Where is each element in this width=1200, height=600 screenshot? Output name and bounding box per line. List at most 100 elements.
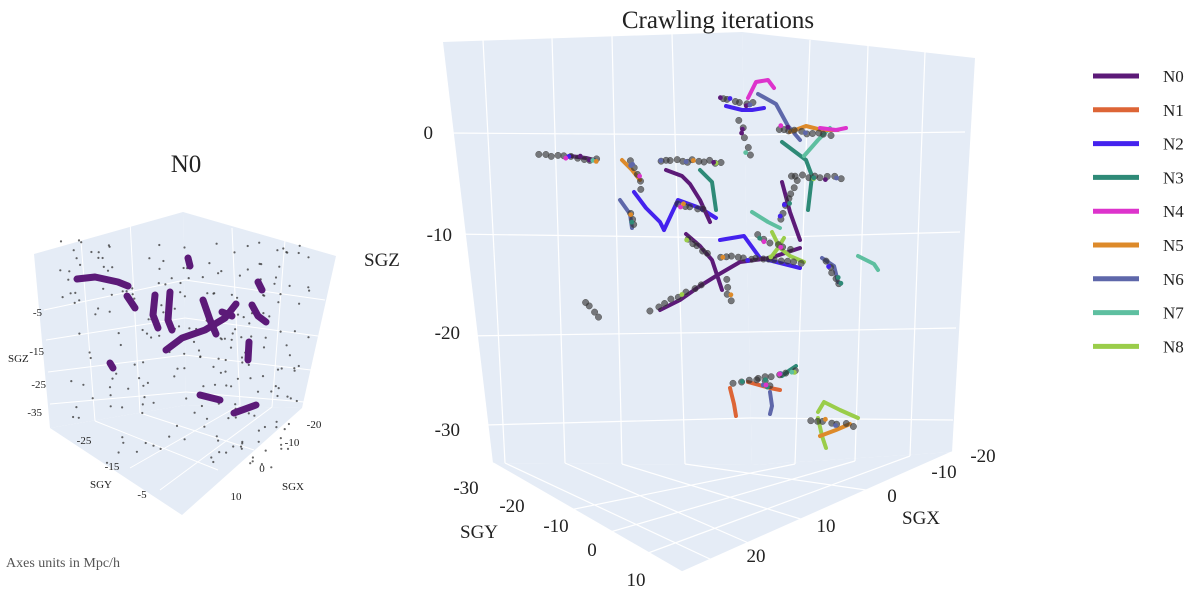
n0-point [106,269,110,272]
crawling-point-n3 [629,219,635,225]
crawling-point-n7 [743,150,749,156]
n0-point [177,325,181,328]
n0-tick-z-1: -15 [29,346,44,358]
n0-point [264,336,267,339]
crawling-point-n6 [658,158,664,163]
n0-point [208,262,211,265]
crawling-point [686,203,694,211]
n0-filament [199,296,220,338]
crawling-point [661,300,669,307]
crawling-point [727,252,735,260]
crawling-filament-n1 [728,386,738,418]
n0-point [69,292,72,295]
n0-point [250,335,253,338]
crawling-point [787,245,795,253]
crawling-tick-z-0: 0 [424,123,434,144]
n0-point [147,318,150,321]
n0-point [275,426,278,429]
crawling-point-n2 [826,264,831,269]
crawling-tick-x-0: -20 [970,446,995,467]
n0-point [72,249,75,252]
n0-xlabel: SGX [282,481,304,493]
n0-point [289,397,292,400]
n0-point [119,343,122,347]
n0-point [276,394,279,398]
n0-point [262,312,265,315]
crawling-filament-n3 [780,140,814,212]
crawling-point-n7 [789,369,795,375]
crawling-grid-line [599,460,856,536]
n0-point [307,286,310,289]
crawling-point [809,130,816,137]
crawling-point-n0 [823,177,828,183]
n0-point [111,377,114,380]
n0-point [293,367,296,370]
crawling-point [691,285,699,293]
n0-point [261,375,265,378]
crawling-point-n6 [683,159,689,165]
n0-point [288,284,291,287]
n0-point [135,450,138,453]
n0-point [249,462,252,465]
n0-point [247,412,250,415]
n0-point [168,435,171,438]
n0-point [236,377,239,380]
crawling-point [682,288,690,296]
crawling-point-n0 [711,160,716,165]
n0-point [241,361,244,364]
crawling-grid-line [747,327,957,333]
crawling-plot[interactable]: Crawling iterations 0 -10 -20 -30 SGZ -3… [364,7,996,591]
n0-point [219,371,222,374]
crawling-grid-line [611,35,623,465]
n0-point [236,296,239,299]
crawling-point [837,175,845,183]
crawling-point [746,151,754,159]
n0-point [117,451,120,454]
n0-point [78,299,81,302]
n0-point [247,363,250,366]
crawling-filament-n8 [816,400,860,420]
n0-point [200,404,203,408]
n0-point [251,456,254,459]
n0-point [77,416,80,419]
n0-tick-y-1: -15 [105,461,120,473]
n0-point [233,251,236,254]
n0-point [213,292,216,295]
crawling-point-n0 [577,153,583,159]
n0-point [59,240,63,243]
crawling-point-n4 [777,371,782,377]
n0-plot[interactable]: N0 -5 -15 -25 -35 SGZ -25 -15 -5 SGY -20… [8,151,336,515]
crawling-filament-n4 [746,78,776,100]
n0-point [157,282,160,285]
n0-point [215,435,218,438]
n0-point [293,369,296,372]
n0-filament [244,338,253,364]
crawling-point [637,177,644,185]
n0-point [258,262,261,265]
n0-point [239,445,243,448]
n0-point [150,336,153,339]
n0-point [183,352,186,355]
n0-point [230,293,233,296]
n0-title: N0 [171,151,202,178]
crawling-point [799,171,806,179]
n0-point [278,265,281,268]
crawling-point [735,116,743,124]
n0-point [203,425,206,428]
n0-point [277,301,280,304]
n0-point [152,444,155,447]
n0-point [246,244,249,248]
n0-point [293,330,296,333]
crawling-point [807,417,815,425]
n0-point [183,438,186,441]
n0-point [240,336,243,339]
n0-point [275,420,278,423]
n0-point [227,417,230,420]
n0-point [183,295,186,298]
n0-point [164,283,167,286]
n0-point [224,370,227,373]
n0-filament [218,308,236,320]
crawling-tick-y-2: -10 [543,516,568,537]
n0-grid-line [43,279,186,311]
crawling-grid-line [484,417,752,426]
